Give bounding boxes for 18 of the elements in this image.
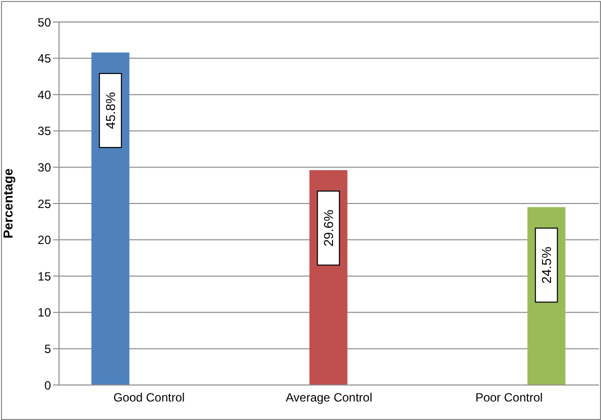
data-label: 24.5% [538,246,554,284]
y-tick-label: 10 [38,306,52,320]
y-tick-label: 15 [38,269,52,284]
y-axis-title: Percentage [0,168,16,239]
y-tick-label: 40 [38,88,52,102]
x-tick-label: Poor Control [475,390,543,405]
y-tick-label: 0 [44,378,52,392]
y-tick-label: 30 [38,160,52,174]
y-tick-label: 5 [44,342,52,356]
data-label: 45.8% [102,92,118,129]
y-tick-label: 45 [38,52,52,66]
y-tick-label: 25 [38,196,52,211]
x-tick-label: Good Control [113,390,185,405]
y-tick-label: 20 [38,233,52,248]
y-tick-label: 50 [38,15,52,30]
y-tick-label: 35 [38,124,52,138]
x-tick-label: Average Control [286,390,372,405]
data-label: 29.6% [320,209,336,247]
